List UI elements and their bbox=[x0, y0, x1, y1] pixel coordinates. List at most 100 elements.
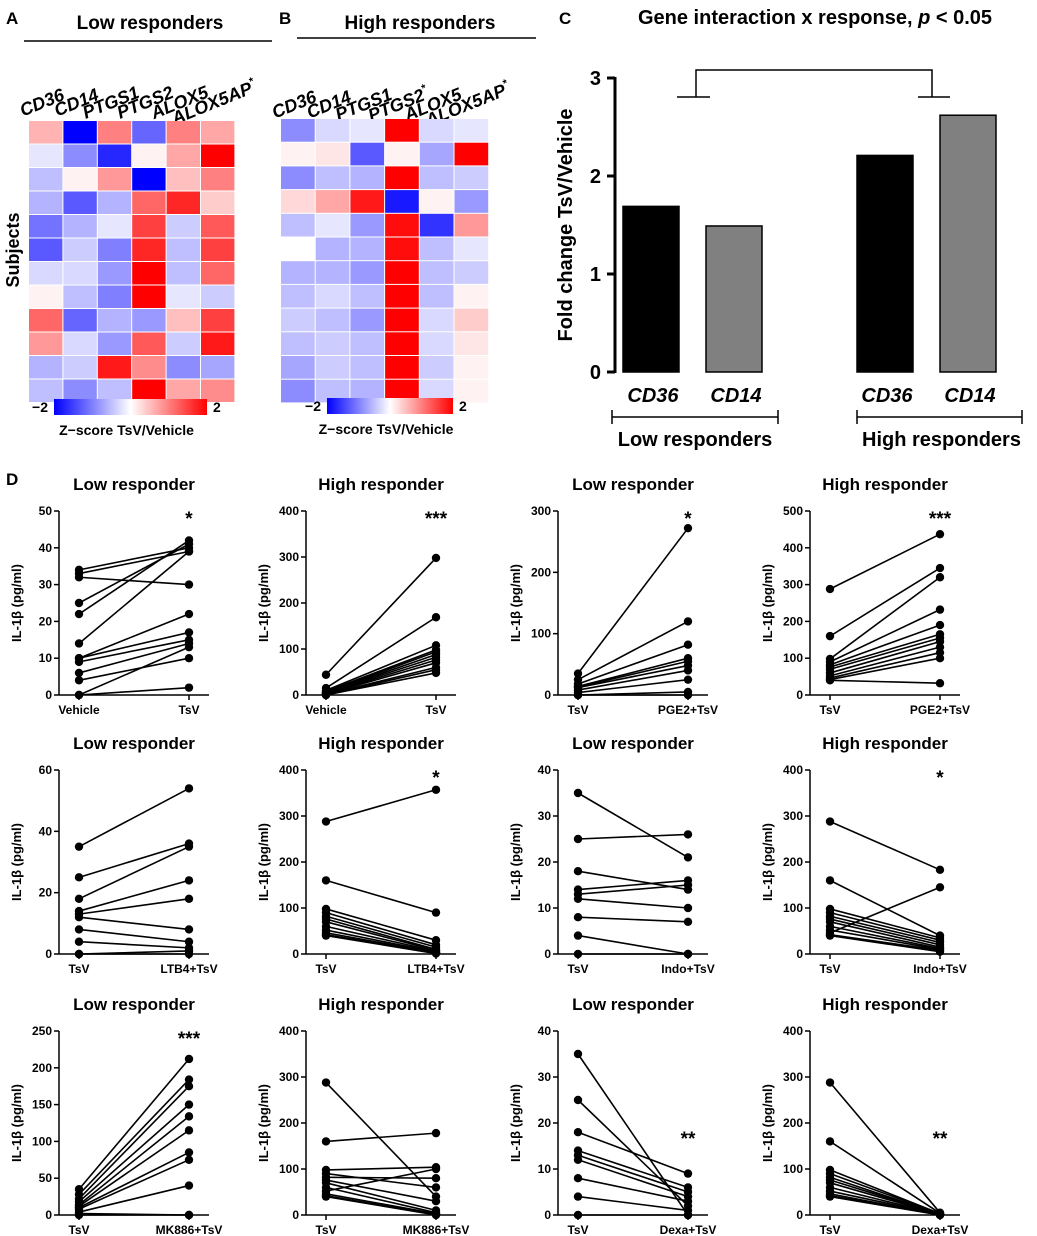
heatmap-cell bbox=[281, 119, 315, 142]
pair-line bbox=[829, 908, 941, 939]
heatmap-cell bbox=[454, 261, 489, 284]
pair-line bbox=[325, 1179, 437, 1202]
pair-line bbox=[325, 1168, 437, 1192]
heatmap-cell bbox=[29, 215, 63, 238]
heatmap-cell bbox=[166, 168, 200, 191]
heatmap-cell bbox=[166, 309, 200, 332]
heatmap-cell bbox=[201, 121, 235, 144]
data-point bbox=[683, 1210, 693, 1220]
pair-line bbox=[325, 1166, 437, 1171]
heatmap-cell bbox=[132, 309, 166, 332]
y-tick-label: 200 bbox=[32, 1061, 52, 1075]
pair-line bbox=[78, 547, 190, 571]
data-point bbox=[321, 690, 331, 700]
y-tick-label: 10 bbox=[538, 901, 552, 915]
data-point bbox=[321, 670, 331, 679]
x-tick-label: TsV bbox=[819, 962, 840, 976]
plot-title: High responder bbox=[822, 734, 948, 753]
x-tick-label: LTB4+TsV bbox=[407, 962, 464, 976]
y-tick-label: 40 bbox=[39, 541, 53, 555]
heatmap-cell bbox=[350, 142, 385, 166]
group-label: High responders bbox=[862, 429, 1021, 451]
plot-title: Low responder bbox=[572, 995, 694, 1014]
y-tick-label: 300 bbox=[783, 578, 803, 592]
data-point bbox=[573, 1095, 583, 1105]
y-tick-label: 0 bbox=[796, 947, 803, 961]
heatmap-cell bbox=[315, 213, 350, 237]
data-point bbox=[683, 880, 693, 890]
y-tick-label: 200 bbox=[783, 614, 803, 628]
pair-line bbox=[829, 633, 941, 668]
panel-letter-b: B bbox=[279, 9, 291, 28]
data-point bbox=[74, 894, 84, 903]
pair-line bbox=[325, 1193, 437, 1215]
data-point bbox=[935, 1210, 945, 1220]
x-tick-label: Dexa+TsV bbox=[912, 1223, 969, 1236]
heatmap-cell bbox=[97, 191, 132, 214]
significance-bracket bbox=[695, 69, 933, 97]
y-tick-label: 40 bbox=[39, 824, 53, 838]
heatmap-cell bbox=[281, 332, 315, 355]
pair-line bbox=[78, 646, 190, 696]
heatmap-cell bbox=[166, 285, 200, 308]
y-tick-label: 30 bbox=[538, 1070, 552, 1084]
plot-ylabel: IL-1β (pg/ml) bbox=[9, 1084, 24, 1162]
heatmap-cell bbox=[29, 144, 63, 167]
data-point bbox=[184, 1210, 194, 1220]
plot-title: Low responder bbox=[572, 475, 694, 494]
heatmap-cell bbox=[132, 379, 166, 402]
heatmap-cell bbox=[63, 144, 97, 167]
y-tick-label: 50 bbox=[39, 1171, 53, 1185]
pair-line bbox=[78, 1058, 190, 1190]
data-point bbox=[573, 690, 583, 700]
pair-line bbox=[829, 679, 941, 685]
pair-line bbox=[325, 653, 437, 694]
heatmap-cell bbox=[132, 168, 166, 191]
heatmap-cell bbox=[454, 284, 489, 308]
pair-line bbox=[577, 833, 689, 840]
pair-line bbox=[577, 1177, 689, 1202]
data-point bbox=[935, 529, 945, 539]
data-point bbox=[74, 913, 84, 922]
significance-marker: ** bbox=[681, 1129, 696, 1150]
data-point bbox=[184, 784, 194, 793]
heatmap-cell bbox=[201, 332, 235, 355]
data-point bbox=[184, 1181, 194, 1190]
pair-line bbox=[829, 567, 941, 637]
heatmap-cell bbox=[315, 190, 350, 213]
data-point bbox=[573, 949, 583, 959]
pair-line bbox=[829, 933, 941, 952]
heatmap-cell bbox=[419, 166, 454, 190]
heatmap-cell bbox=[350, 237, 385, 261]
pair-line bbox=[577, 660, 689, 688]
heatmap-cell bbox=[419, 284, 454, 308]
pair-line bbox=[829, 911, 941, 941]
y-tick-label: 150 bbox=[32, 1098, 52, 1112]
pair-line bbox=[577, 1149, 689, 1189]
heatmap-cell bbox=[63, 191, 97, 214]
heatmap-cell bbox=[350, 190, 385, 213]
heatmap-cell bbox=[419, 379, 454, 403]
heatmap-cell bbox=[350, 166, 385, 190]
pair-line bbox=[829, 1140, 941, 1214]
y-tick-label: 300 bbox=[279, 550, 299, 564]
data-point bbox=[935, 883, 945, 892]
plot-ylabel: IL-1β (pg/ml) bbox=[508, 823, 523, 901]
plot-title: Low responder bbox=[73, 734, 195, 753]
pair-line bbox=[829, 646, 941, 677]
x-tick-label: TsV bbox=[819, 1223, 840, 1236]
heatmap-cell bbox=[350, 379, 385, 403]
y-tick-label: 30 bbox=[538, 809, 552, 823]
x-tick-label: TsV bbox=[315, 962, 336, 976]
heatmap-cell bbox=[350, 213, 385, 237]
y-tick-label: 300 bbox=[783, 1070, 803, 1084]
data-point bbox=[825, 817, 835, 826]
heatmap-cell bbox=[201, 379, 235, 402]
heatmap-cell bbox=[29, 238, 63, 261]
data-point bbox=[431, 1210, 441, 1220]
plot-title: Low responder bbox=[73, 475, 195, 494]
y-tick-label: 2 bbox=[590, 166, 601, 188]
pair-line bbox=[577, 669, 689, 691]
heatmap-cell bbox=[63, 285, 97, 308]
y-tick-label: 400 bbox=[279, 1024, 299, 1038]
